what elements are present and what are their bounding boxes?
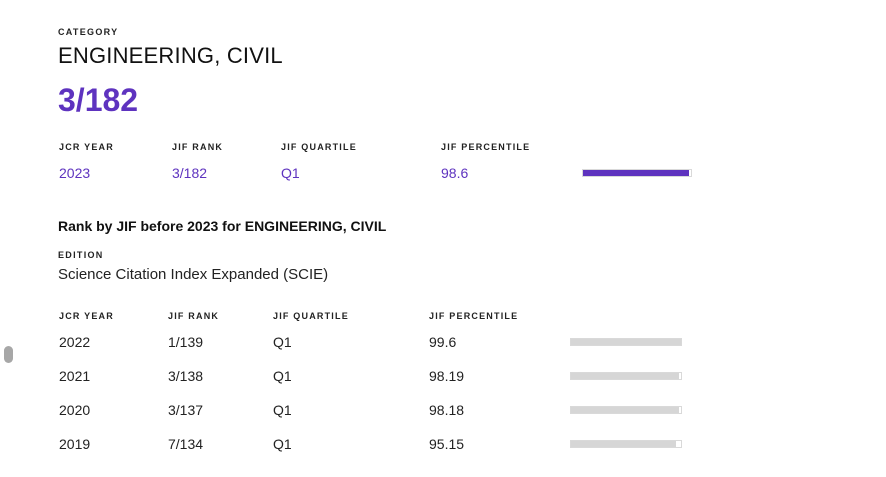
history-percentile-bar-fill — [571, 407, 679, 413]
history-row-jif-quartile: Q1 — [273, 402, 292, 418]
scrollbar-thumb[interactable] — [4, 346, 13, 363]
history-percentile-bar — [570, 406, 682, 414]
history-row-jif-percentile: 95.15 — [429, 436, 465, 452]
history-percentile-bar-fill — [571, 373, 679, 379]
history-row-jif-rank: 3/138 — [168, 368, 204, 384]
history-percentile-bar-fill — [571, 339, 681, 345]
history-section-title: Rank by JIF before 2023 for ENGINEERING,… — [58, 218, 387, 234]
history-row-jif-quartile: Q1 — [273, 334, 292, 350]
history-row-year: 2022 — [59, 334, 91, 350]
history-percentile-bar-fill — [571, 441, 676, 447]
history-row-jif-rank: 7/134 — [168, 436, 204, 452]
history-row-year: 2019 — [59, 436, 91, 452]
history-row-jif-percentile: 99.6 — [429, 334, 457, 350]
history-header-jif-rank: JIF RANK — [168, 311, 220, 321]
current-jif-quartile: Q1 — [281, 165, 300, 181]
current-header-jif-percentile: JIF PERCENTILE — [441, 142, 531, 152]
category-label: CATEGORY — [58, 27, 119, 37]
current-jif-rank: 3/182 — [172, 165, 208, 181]
current-header-jif-quartile: JIF QUARTILE — [281, 142, 357, 152]
current-jif-percentile: 98.6 — [441, 165, 469, 181]
category-rank: 3/182 — [58, 82, 139, 118]
history-row-jif-percentile: 98.18 — [429, 402, 465, 418]
history-header-jif-quartile: JIF QUARTILE — [273, 311, 349, 321]
history-row-jif-rank: 1/139 — [168, 334, 204, 350]
history-row-jif-quartile: Q1 — [273, 368, 292, 384]
history-row-year: 2020 — [59, 402, 91, 418]
category-name: ENGINEERING, CIVIL — [58, 43, 283, 68]
current-year: 2023 — [59, 165, 91, 181]
current-percentile-bar-fill — [583, 170, 690, 176]
history-header-jif-percentile: JIF PERCENTILE — [429, 311, 519, 321]
current-header-jcr-year: JCR YEAR — [59, 142, 114, 152]
history-row-year: 2021 — [59, 368, 91, 384]
history-row-jif-rank: 3/137 — [168, 402, 204, 418]
history-percentile-bar — [570, 338, 682, 346]
current-header-jif-rank: JIF RANK — [172, 142, 224, 152]
history-row-jif-quartile: Q1 — [273, 436, 292, 452]
history-percentile-bar — [570, 440, 682, 448]
history-header-jcr-year: JCR YEAR — [59, 311, 114, 321]
history-row-jif-percentile: 98.19 — [429, 368, 465, 384]
edition-label: EDITION — [58, 250, 104, 260]
current-percentile-bar — [582, 169, 692, 177]
edition-value: Science Citation Index Expanded (SCIE) — [58, 266, 329, 283]
history-percentile-bar — [570, 372, 682, 380]
